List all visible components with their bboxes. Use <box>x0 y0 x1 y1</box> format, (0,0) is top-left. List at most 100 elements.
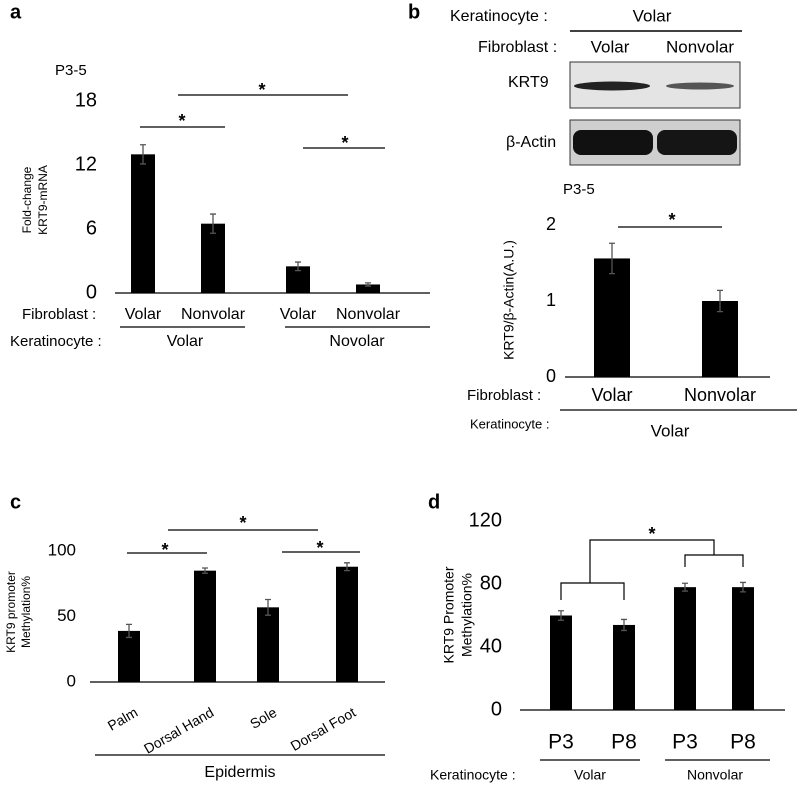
bar <box>336 566 358 682</box>
subtitle: P3-5 <box>563 181 595 198</box>
error-bar <box>558 610 564 621</box>
significance-mark: * <box>341 133 348 153</box>
bar <box>732 587 754 710</box>
row-label: Fibroblast : <box>22 306 96 323</box>
group-label: Novolar <box>329 333 385 350</box>
bar <box>257 607 279 682</box>
significance-mark: * <box>668 210 675 230</box>
blot-band <box>574 81 650 91</box>
blot: Keratinocyte : Volar Fibroblast : Volar … <box>450 6 742 166</box>
x-tick-label: Volar <box>591 385 632 405</box>
y-tick-label: 0 <box>546 366 556 386</box>
blot-label: Nonvolar <box>666 37 734 56</box>
y-axis-label: KRT9-mRNA <box>36 165 50 235</box>
y-tick-label: 6 <box>86 217 97 239</box>
error-bar <box>126 623 132 639</box>
y-tick-label: 0 <box>86 281 97 303</box>
row-label: Keratinocyte : <box>430 767 516 783</box>
x-tick-label: Nonvolar <box>336 306 401 323</box>
bar <box>356 284 380 293</box>
x-tick-label: Dorsal Hand <box>141 704 216 757</box>
y-axis-label: KRT9/β-Actin(A.U.) <box>501 240 517 360</box>
blot-label: Fibroblast : <box>478 39 557 56</box>
significance-bracket <box>684 554 744 567</box>
x-tick-label: Nonvolar <box>181 306 246 323</box>
bar <box>118 630 140 682</box>
panel-label: a <box>10 1 22 23</box>
x-tick-label: P3 <box>548 731 574 754</box>
significance-mark: * <box>239 513 246 533</box>
blot-label: KRT9 <box>508 74 549 91</box>
x-tick-label: Volar <box>280 306 317 323</box>
blot-band <box>573 130 653 155</box>
x-tick-label: P8 <box>611 731 637 754</box>
y-axis-label: Methylation% <box>459 573 475 657</box>
y-axis-label: Fold-change <box>20 166 34 233</box>
bar <box>194 570 216 682</box>
significance-mark: * <box>178 111 185 131</box>
y-tick-label: 80 <box>480 572 502 594</box>
group-label: Volar <box>574 767 606 783</box>
panel-label: c <box>10 491 21 513</box>
error-bar <box>621 618 627 632</box>
error-bar <box>365 282 371 287</box>
blot-label: Volar <box>591 37 630 56</box>
panel-label: b <box>408 1 420 23</box>
blot-band <box>666 82 734 90</box>
group-label: Nonvolar <box>687 767 743 783</box>
y-tick-label: 120 <box>469 509 502 531</box>
error-bar <box>740 581 746 593</box>
error-bar <box>717 289 723 313</box>
significance-mark: * <box>316 538 323 558</box>
x-tick-label: Sole <box>247 704 279 732</box>
bar <box>594 258 630 377</box>
significance-mark: * <box>648 524 655 544</box>
group-label: Epidermis <box>204 764 275 781</box>
blot-band <box>657 130 737 155</box>
blot-label: β-Actin <box>506 134 556 151</box>
bar <box>131 154 155 293</box>
significance-bracket <box>560 582 625 600</box>
significance-mark: * <box>161 540 168 560</box>
error-bar <box>210 213 216 234</box>
y-tick-label: 1 <box>546 290 556 310</box>
row-label: Keratinocyte : <box>10 333 102 350</box>
x-tick-label: P3 <box>672 731 698 754</box>
group-label: Volar <box>651 421 690 440</box>
row-label: Fibroblast : <box>467 387 541 404</box>
error-bar <box>682 582 688 592</box>
significance-mark: * <box>258 80 265 100</box>
y-tick-label: 2 <box>546 214 556 234</box>
x-tick-label: Volar <box>125 306 162 323</box>
error-bar <box>295 261 301 272</box>
bar <box>674 587 696 710</box>
bar <box>613 624 635 710</box>
subtitle: P3-5 <box>55 62 87 79</box>
y-tick-label: 100 <box>48 540 76 559</box>
blot-label: Volar <box>633 6 672 25</box>
error-bar <box>609 242 615 275</box>
group-label: Volar <box>167 333 204 350</box>
bar <box>201 223 225 293</box>
x-tick-label: Palm <box>105 704 141 734</box>
error-bar <box>140 144 146 165</box>
y-tick-label: 40 <box>480 635 502 657</box>
error-bar <box>202 567 208 574</box>
error-bar <box>344 562 350 572</box>
y-tick-label: 12 <box>75 153 97 175</box>
y-tick-label: 18 <box>75 89 97 111</box>
y-axis-label: KRT9 Promoter <box>441 566 457 663</box>
error-bar <box>265 598 271 616</box>
panel-label: d <box>428 491 440 513</box>
y-axis-label: Methylation% <box>19 576 33 648</box>
bar <box>550 615 572 710</box>
x-tick-label: P8 <box>730 731 756 754</box>
y-axis-label: KRT9 promoter <box>4 571 18 653</box>
bar <box>702 301 738 377</box>
x-tick-label: Dorsal Foot <box>288 704 359 754</box>
y-tick-label: 0 <box>67 671 76 690</box>
y-tick-label: 0 <box>491 698 502 720</box>
row-label: Keratinocyte : <box>470 416 550 431</box>
x-tick-label: Nonvolar <box>684 385 756 405</box>
